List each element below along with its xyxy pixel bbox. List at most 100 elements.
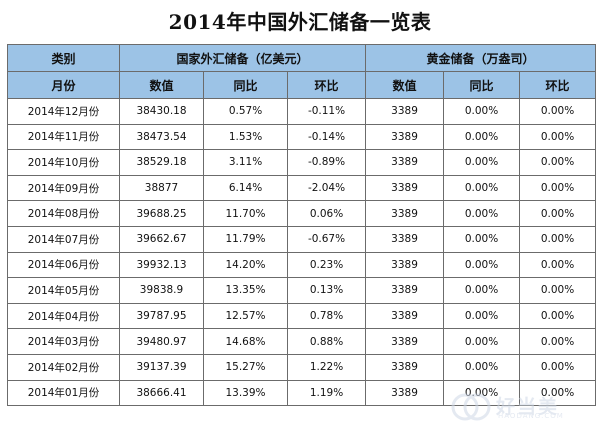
cell-month: 2014年06月份 <box>7 251 120 279</box>
cell-gold-yoy: 0.00% <box>443 353 521 381</box>
cell-gold-mom: 0.00% <box>519 251 597 279</box>
cell-forex-value: 38529.18 <box>119 149 204 176</box>
cell-gold-mom: 0.00% <box>519 200 597 227</box>
cell-month: 2014年04月份 <box>7 302 120 330</box>
table-row: 2014年08月份 39688.25 11.70% 0.06% 3389 0.00% 0.0… <box>7 200 597 227</box>
cell-forex-mom: -0.11% <box>286 98 367 125</box>
cell-forex-yoy: 3.11% <box>203 149 288 176</box>
cell-forex-value: 38430.18 <box>119 98 204 125</box>
cell-forex-mom: 0.13% <box>286 277 367 304</box>
cell-gold-value: 3389 <box>365 379 445 407</box>
cell-forex-yoy: 13.39% <box>203 379 288 407</box>
cell-forex-mom: -2.04% <box>286 174 367 202</box>
cell-gold-mom: 0.00% <box>519 225 597 253</box>
header-gold-group: 黄金储备（万盎司） <box>365 44 597 72</box>
cell-month: 2014年07月份 <box>7 225 120 253</box>
watermark-logo-icon <box>451 393 491 421</box>
header-forex-group: 国家外汇储备（亿美元） <box>118 44 367 72</box>
cell-gold-mom: 0.00% <box>519 98 597 125</box>
cell-gold-mom: 0.00% <box>519 302 597 330</box>
cell-month: 2014年10月份 <box>7 149 120 176</box>
cell-forex-mom: 1.22% <box>286 353 367 381</box>
table-body: 2014年12月份 38430.18 0.57% -0.11% 3389 0.00% 0.0… <box>7 98 597 407</box>
header-forex-value: 数值 <box>119 71 204 99</box>
cell-month: 2014年05月份 <box>7 277 120 304</box>
header-forex-mom: 环比 <box>286 71 367 99</box>
cell-forex-mom: -0.89% <box>286 149 367 176</box>
table-row: 2014年04月份 39787.95 12.57% 0.78% 3389 0.00% 0.0… <box>7 302 597 330</box>
header-gold-mom: 环比 <box>519 71 597 99</box>
cell-forex-value: 39688.25 <box>119 200 204 227</box>
cell-forex-mom: 0.06% <box>286 200 367 227</box>
table-row: 2014年09月份 38877 6.14% -2.04% 3389 0.00% 0.00% <box>7 174 597 202</box>
cell-forex-yoy: 15.27% <box>203 353 288 381</box>
cell-forex-mom: 0.78% <box>286 302 367 330</box>
cell-gold-yoy: 0.00% <box>443 251 521 279</box>
cell-forex-value: 39137.39 <box>119 353 204 381</box>
cell-month: 2014年02月份 <box>7 353 120 381</box>
cell-forex-yoy: 11.70% <box>203 200 288 227</box>
cell-forex-yoy: 6.14% <box>203 174 288 202</box>
cell-forex-mom: -0.67% <box>286 225 367 253</box>
cell-gold-mom: 0.00% <box>519 174 597 202</box>
cell-gold-yoy: 0.00% <box>443 123 521 151</box>
cell-gold-mom: 0.00% <box>519 149 597 176</box>
cell-gold-value: 3389 <box>365 200 445 227</box>
watermark-subtext: HAODANG.COM <box>498 412 564 420</box>
cell-gold-mom: 0.00% <box>519 353 597 381</box>
cell-gold-yoy: 0.00% <box>443 200 521 227</box>
header-row-columns: 月份 数值 同比 环比 数值 同比 环比 <box>7 71 597 99</box>
page-title: 2014年中国外汇储备一览表 <box>168 9 432 34</box>
table-row: 2014年01月份 38666.41 13.39% 1.19% 3389 0.00% 0.0… <box>7 379 597 407</box>
cell-forex-yoy: 14.20% <box>203 251 288 279</box>
table-row: 2014年06月份 39932.13 14.20% 0.23% 3389 0.00% 0.0… <box>7 251 597 279</box>
cell-forex-value: 39787.95 <box>119 302 204 330</box>
cell-gold-value: 3389 <box>365 225 445 253</box>
cell-gold-yoy: 0.00% <box>443 98 521 125</box>
table-row: 2014年07月份 39662.67 11.79% -0.67% 3389 0.00% 0.… <box>7 225 597 253</box>
cell-forex-mom: 0.88% <box>286 328 367 355</box>
cell-month: 2014年09月份 <box>7 174 120 202</box>
header-gold-yoy: 同比 <box>443 71 521 99</box>
cell-gold-value: 3389 <box>365 149 445 176</box>
cell-gold-yoy: 0.00% <box>443 225 521 253</box>
table-row: 2014年12月份 38430.18 0.57% -0.11% 3389 0.00% 0.0… <box>7 98 597 125</box>
cell-gold-yoy: 0.00% <box>443 149 521 176</box>
cell-month: 2014年03月份 <box>7 328 120 355</box>
cell-forex-value: 39932.13 <box>119 251 204 279</box>
header-category: 类别 <box>7 44 120 72</box>
cell-forex-value: 38666.41 <box>119 379 204 407</box>
cell-gold-mom: 0.00% <box>519 328 597 355</box>
cell-forex-value: 39662.67 <box>119 225 204 253</box>
header-forex-yoy: 同比 <box>203 71 288 99</box>
table-row: 2014年02月份 39137.39 15.27% 1.22% 3389 0.00% 0.0… <box>7 353 597 381</box>
cell-gold-yoy: 0.00% <box>443 174 521 202</box>
cell-forex-value: 38473.54 <box>119 123 204 151</box>
table-row: 2014年11月份 38473.54 1.53% -0.14% 3389 0.00% 0.0… <box>7 123 597 151</box>
cell-forex-yoy: 13.35% <box>203 277 288 304</box>
forex-reserve-table: 类别 国家外汇储备（亿美元） 黄金储备（万盎司） 月份 数值 同比 环比 数值 … <box>7 44 597 407</box>
cell-gold-value: 3389 <box>365 277 445 304</box>
cell-gold-mom: 0.00% <box>519 277 597 304</box>
cell-forex-mom: -0.14% <box>286 123 367 151</box>
cell-gold-value: 3389 <box>365 328 445 355</box>
cell-gold-value: 3389 <box>365 98 445 125</box>
cell-gold-yoy: 0.00% <box>443 277 521 304</box>
cell-month: 2014年11月份 <box>7 123 120 151</box>
cell-gold-yoy: 0.00% <box>443 302 521 330</box>
cell-gold-value: 3389 <box>365 174 445 202</box>
cell-gold-value: 3389 <box>365 251 445 279</box>
cell-gold-mom: 0.00% <box>519 379 597 407</box>
cell-gold-mom: 0.00% <box>519 123 597 151</box>
header-row-groups: 类别 国家外汇储备（亿美元） 黄金储备（万盎司） <box>7 44 597 72</box>
cell-forex-value: 38877 <box>119 174 204 202</box>
cell-forex-value: 39480.97 <box>119 328 204 355</box>
cell-forex-yoy: 14.68% <box>203 328 288 355</box>
cell-month: 2014年08月份 <box>7 200 120 227</box>
cell-forex-mom: 1.19% <box>286 379 367 407</box>
header-gold-value: 数值 <box>365 71 445 99</box>
cell-month: 2014年12月份 <box>7 98 120 125</box>
cell-forex-yoy: 0.57% <box>203 98 288 125</box>
watermark-text: 好当美 <box>496 396 560 418</box>
cell-gold-value: 3389 <box>365 302 445 330</box>
